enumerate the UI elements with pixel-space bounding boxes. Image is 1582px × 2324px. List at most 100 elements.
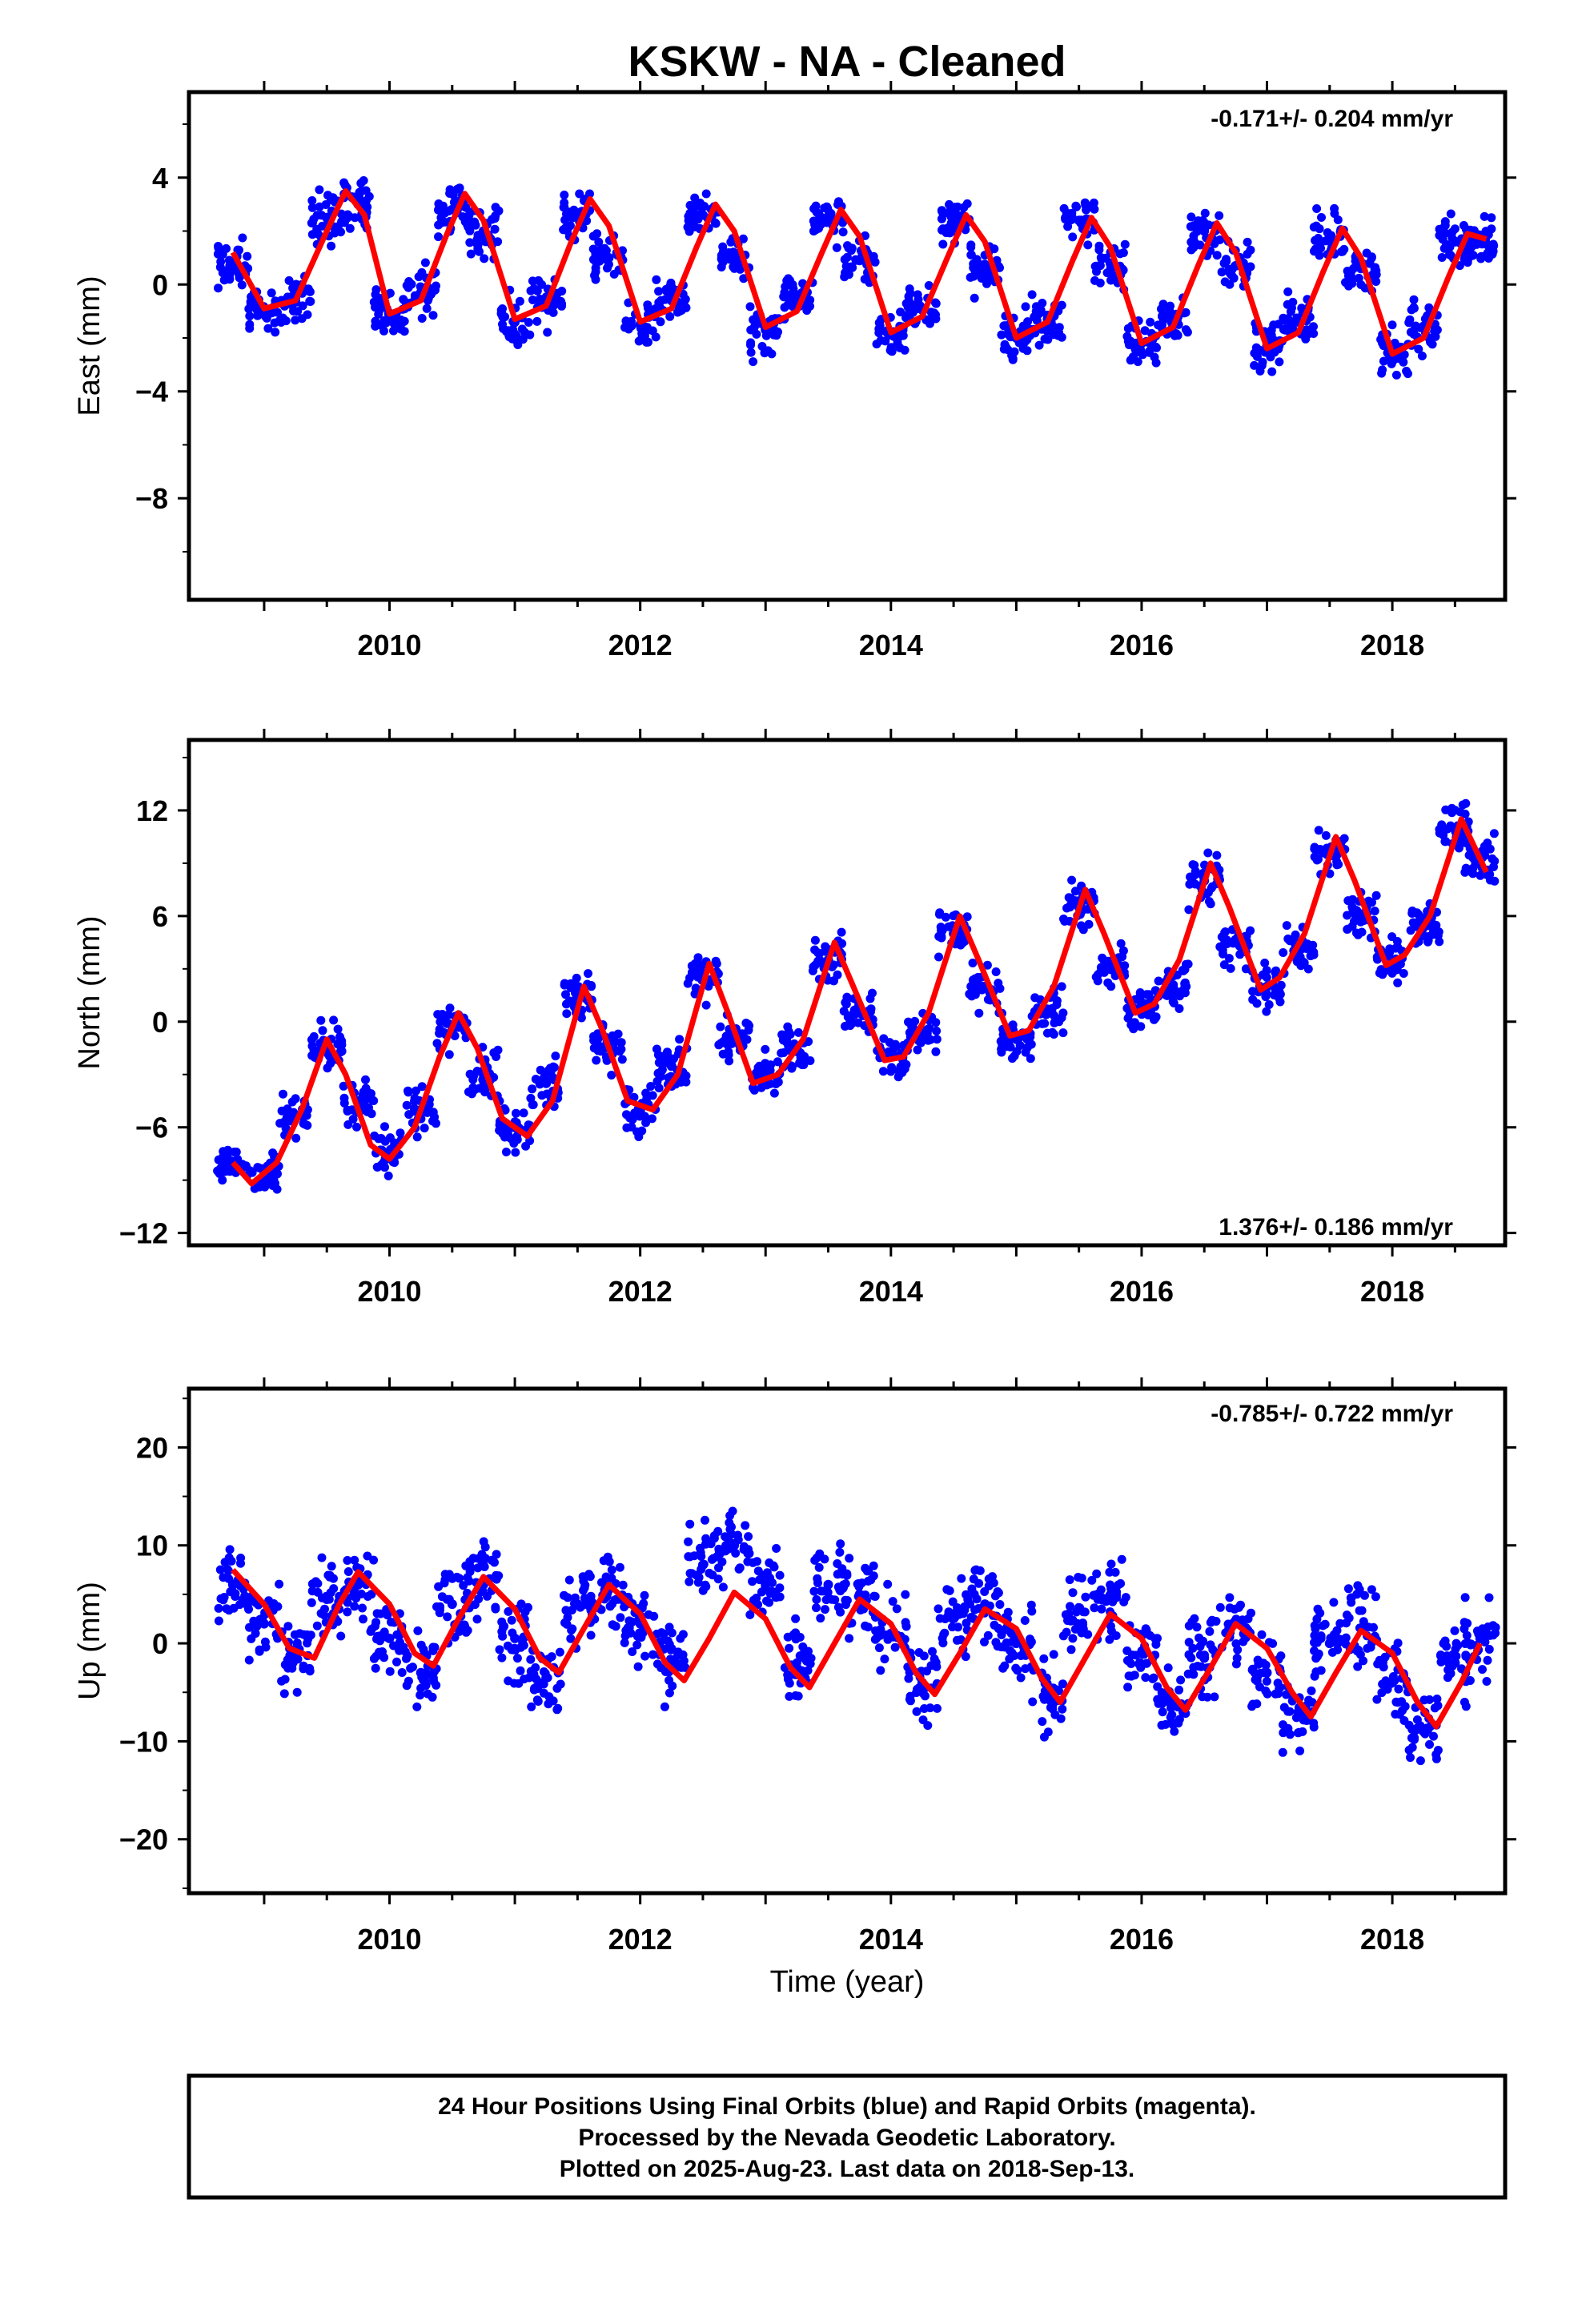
- up-data-point: [455, 1626, 464, 1636]
- up-data-point: [809, 1586, 819, 1596]
- north-data-point: [339, 1081, 348, 1091]
- up-data-point: [1081, 1592, 1090, 1602]
- east-data-point: [938, 239, 948, 249]
- up-data-point: [1394, 1684, 1403, 1694]
- up-data-point: [624, 1616, 634, 1626]
- up-data-point: [1283, 1707, 1293, 1716]
- up-data-point: [1310, 1646, 1319, 1655]
- north-data-point: [1282, 921, 1291, 931]
- up-data-point: [1198, 1692, 1207, 1702]
- up-data-point: [660, 1702, 669, 1711]
- up-data-point: [215, 1565, 225, 1574]
- up-data-point: [663, 1636, 673, 1646]
- east-data-point: [1186, 212, 1196, 222]
- up-data-point: [1310, 1638, 1319, 1647]
- up-data-point: [960, 1606, 970, 1614]
- north-data-point: [1371, 891, 1381, 900]
- up-data-point: [1106, 1584, 1116, 1594]
- north-data-point: [1375, 968, 1384, 978]
- north-data-point: [646, 1082, 656, 1091]
- up-data-point: [292, 1638, 302, 1647]
- east-data-point: [781, 290, 790, 300]
- north-plot-frame: [187, 738, 1508, 1248]
- up-data-point: [1415, 1756, 1425, 1766]
- north-data-point: [982, 960, 992, 970]
- east-data-point: [1200, 208, 1210, 218]
- east-data-point: [1317, 213, 1326, 222]
- up-data-point: [275, 1579, 284, 1589]
- north-data-point: [1099, 955, 1109, 965]
- north-data-point: [607, 1071, 616, 1080]
- up-data-point: [1354, 1645, 1363, 1655]
- up-data-point: [227, 1586, 237, 1595]
- north-data-point: [1062, 903, 1071, 913]
- east-data-point: [1021, 302, 1030, 312]
- north-data-point: [1348, 895, 1357, 904]
- east-data-point: [814, 209, 824, 219]
- north-data-point: [396, 1128, 405, 1138]
- up-data-point: [214, 1616, 223, 1626]
- east-data-point: [513, 340, 523, 349]
- up-data-point: [775, 1570, 785, 1580]
- east-data-point: [1407, 305, 1416, 315]
- north-data-point: [1135, 997, 1145, 1007]
- north-data-point: [1370, 907, 1379, 916]
- up-data-point: [385, 1667, 395, 1676]
- up-data-point: [1478, 1665, 1487, 1675]
- north-data-point: [1026, 1039, 1036, 1049]
- north-data-point: [724, 1047, 733, 1056]
- east-data-point: [214, 242, 223, 251]
- north-data-point: [1314, 826, 1323, 835]
- north-data-point: [1434, 927, 1443, 937]
- up-data-point: [628, 1647, 637, 1656]
- north-data-point: [1066, 893, 1075, 903]
- north-data-point: [1468, 868, 1477, 878]
- east-data-point: [738, 234, 748, 243]
- north-data-point: [412, 1132, 422, 1142]
- east-data-point: [1480, 211, 1489, 221]
- up-data-point: [914, 1648, 924, 1657]
- chart-title: KSKW - NA - Cleaned: [628, 38, 1066, 86]
- east-data-point: [341, 212, 351, 222]
- up-data-point: [966, 1612, 976, 1622]
- north-data-point: [339, 1099, 349, 1108]
- up-data-point: [1176, 1675, 1186, 1685]
- up-data-point: [632, 1640, 642, 1650]
- east-data-point: [767, 349, 777, 359]
- east-data-point: [525, 330, 535, 340]
- up-data-point: [556, 1679, 565, 1689]
- east-data-point: [293, 307, 303, 316]
- east-data-point: [1220, 277, 1230, 287]
- east-data-point: [1283, 287, 1293, 296]
- east-data-point: [1181, 308, 1191, 317]
- up-data-point: [443, 1612, 452, 1622]
- up-data-point: [1205, 1626, 1215, 1636]
- north-data-point: [616, 1044, 626, 1054]
- north-x-tick-label: 2012: [608, 1275, 673, 1308]
- up-data-point: [413, 1626, 423, 1635]
- up-data-point: [684, 1537, 693, 1546]
- east-data-point: [223, 273, 233, 283]
- north-data-point: [931, 1047, 941, 1056]
- up-data-point: [586, 1591, 596, 1601]
- north-data-point: [424, 1106, 434, 1116]
- up-data-point: [713, 1574, 723, 1584]
- east-data-point: [1430, 327, 1439, 336]
- east-data-point: [428, 311, 438, 320]
- north-data-point: [810, 945, 820, 955]
- east-data-point: [1449, 236, 1459, 245]
- north-data-point: [983, 995, 993, 1004]
- up-data-point: [526, 1655, 536, 1664]
- north-data-point: [551, 1051, 560, 1061]
- east-data-point: [1292, 313, 1302, 323]
- east-y-tick-label: 4: [152, 162, 168, 195]
- east-data-point: [1371, 277, 1381, 286]
- east-data-point: [1399, 357, 1408, 367]
- up-data-point: [492, 1550, 501, 1559]
- up-data-point: [1460, 1698, 1469, 1707]
- north-data-point: [973, 983, 982, 992]
- east-data-point: [913, 290, 922, 300]
- east-data-point: [565, 221, 575, 231]
- north-data-point: [265, 1179, 275, 1188]
- up-data-point: [1247, 1665, 1257, 1675]
